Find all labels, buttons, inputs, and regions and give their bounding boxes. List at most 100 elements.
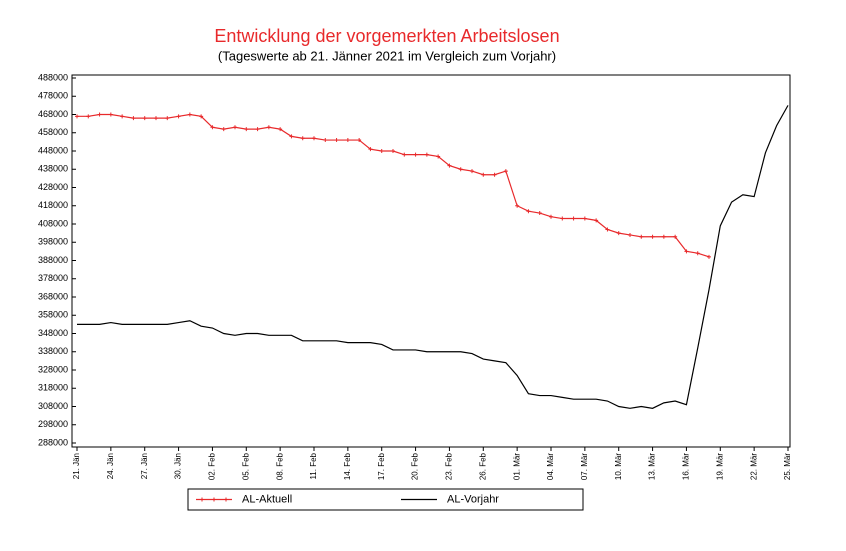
y-tick-label: 388000 (38, 255, 68, 265)
point-marker (560, 216, 565, 221)
y-tick-label: 428000 (38, 182, 68, 192)
point-marker (424, 152, 429, 157)
point-marker (458, 167, 463, 172)
point-marker (210, 125, 215, 130)
point-marker (255, 127, 260, 132)
x-tick-label: 24. Jän (106, 453, 115, 479)
series-line (77, 105, 789, 409)
x-tick-label: 14. Feb (343, 452, 352, 480)
legend-label: AL-Vorjahr (447, 493, 499, 505)
point-marker (345, 138, 350, 143)
point-marker (357, 138, 362, 143)
x-tick-label: 07. Mär (580, 453, 589, 480)
x-tick-label: 21. Jän (72, 453, 81, 479)
point-marker (221, 127, 226, 132)
point-marker (436, 154, 441, 159)
x-tick-label: 16. Mär (682, 453, 691, 480)
point-marker (199, 114, 204, 119)
y-tick-label: 338000 (38, 346, 68, 356)
point-marker (605, 227, 610, 232)
x-tick-label: 30. Jän (174, 453, 183, 479)
point-marker (661, 234, 666, 239)
chart-subtitle: (Tageswerte ab 21. Jänner 2021 im Vergle… (218, 48, 556, 63)
y-tick-label: 458000 (38, 127, 68, 137)
x-tick-label: 10. Mär (614, 453, 623, 480)
point-marker (289, 134, 294, 139)
point-marker (582, 216, 587, 221)
y-tick-label: 488000 (38, 72, 68, 82)
point-marker (86, 114, 91, 119)
point-marker (300, 136, 305, 141)
point-marker (323, 138, 328, 143)
point-marker (131, 116, 136, 121)
point-marker (481, 172, 486, 177)
y-tick-label: 438000 (38, 164, 68, 174)
point-marker (154, 116, 158, 121)
y-tick-label: 378000 (38, 273, 68, 283)
point-marker (571, 216, 576, 221)
point-marker (526, 209, 531, 214)
point-marker (628, 232, 632, 237)
y-tick-label: 468000 (38, 109, 68, 119)
point-marker (447, 163, 452, 168)
y-tick-label: 478000 (38, 91, 68, 101)
y-tick-label: 418000 (38, 200, 68, 210)
x-tick-label: 01. Mär (512, 453, 521, 480)
point-marker (515, 203, 520, 208)
point-marker (391, 149, 395, 153)
point-marker (673, 234, 678, 239)
point-marker (334, 138, 339, 143)
point-marker (594, 218, 599, 223)
point-marker (312, 136, 316, 141)
point-marker (695, 251, 700, 256)
x-tick-label: 23. Feb (445, 452, 454, 480)
point-marker (639, 234, 644, 239)
x-tick-label: 20. Feb (411, 452, 420, 480)
x-tick-label: 02. Feb (208, 452, 217, 480)
y-tick-label: 398000 (38, 237, 68, 247)
x-tick-label: 17. Feb (377, 452, 386, 480)
y-tick-label: 348000 (38, 328, 68, 338)
point-marker (650, 234, 655, 239)
point-marker (244, 127, 249, 132)
legend-marker (200, 497, 204, 502)
point-marker (492, 172, 497, 177)
x-tick-label: 11. Feb (309, 452, 318, 479)
point-marker (142, 116, 147, 121)
point-marker (120, 114, 125, 119)
chart-title: Entwicklung der vorgemerkten Arbeitslose… (214, 26, 559, 46)
point-marker (97, 112, 102, 117)
point-marker (368, 147, 373, 152)
point-marker (684, 249, 689, 254)
point-marker (165, 116, 170, 121)
point-marker (379, 149, 384, 153)
x-tick-label: 27. Jän (140, 453, 149, 479)
point-marker (470, 169, 474, 174)
point-marker (75, 114, 79, 119)
y-tick-label: 448000 (38, 145, 68, 155)
x-tick-label: 26. Feb (478, 452, 487, 480)
x-tick-label: 19. Mär (715, 453, 724, 480)
point-marker (402, 152, 407, 157)
x-tick-label: 08. Feb (275, 452, 284, 480)
y-tick-label: 368000 (38, 291, 68, 301)
y-tick-label: 358000 (38, 310, 68, 320)
y-tick-label: 288000 (38, 437, 68, 447)
y-tick-label: 298000 (38, 419, 68, 429)
y-tick-label: 408000 (38, 218, 68, 228)
point-marker (413, 152, 418, 157)
y-tick-label: 328000 (38, 364, 68, 374)
series-line (77, 113, 710, 258)
y-tick-label: 308000 (38, 401, 68, 411)
point-marker (266, 125, 271, 130)
y-tick-label: 318000 (38, 383, 68, 393)
point-marker (187, 112, 192, 117)
legend-marker (224, 497, 228, 502)
point-marker (176, 114, 181, 119)
point-marker (707, 254, 711, 259)
point-marker (537, 211, 542, 216)
x-tick-label: 22. Mär (749, 453, 758, 480)
point-marker (503, 169, 508, 174)
point-marker (108, 112, 113, 117)
